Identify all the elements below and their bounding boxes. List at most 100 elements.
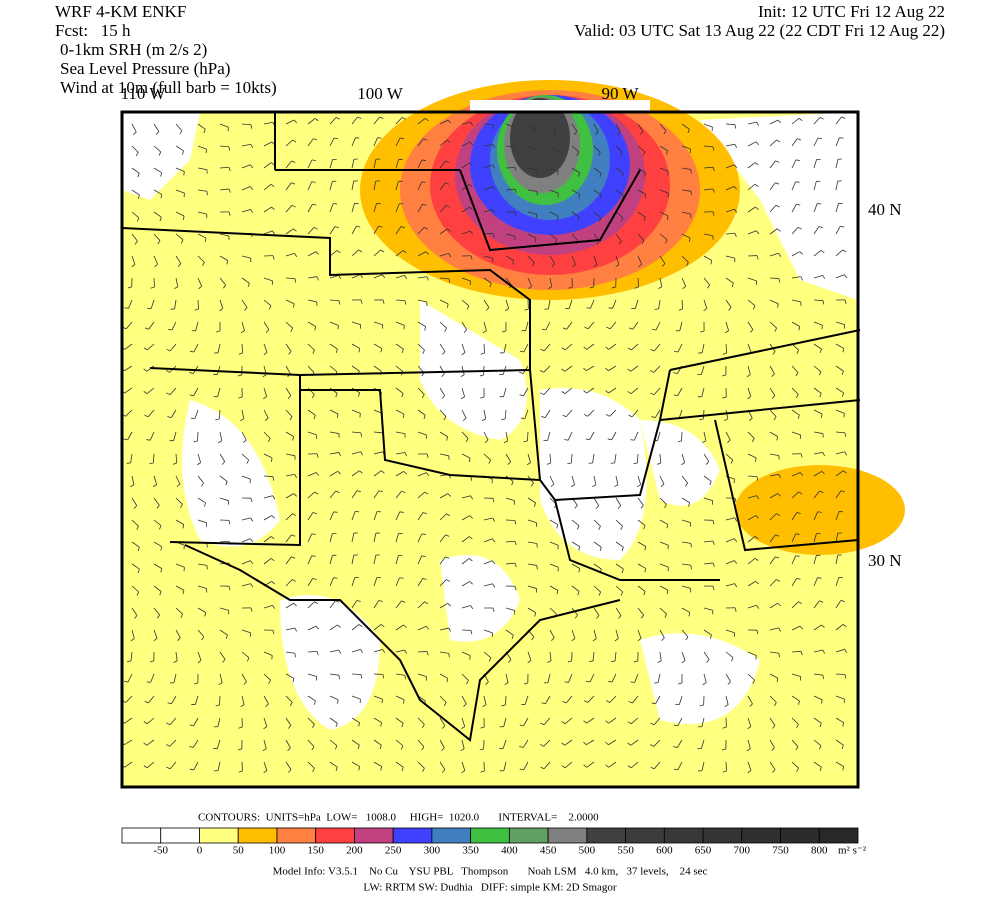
wind-barb-flag <box>733 186 738 190</box>
wind-barb <box>329 250 338 257</box>
wind-barb <box>681 585 691 589</box>
wind-barb <box>192 739 199 748</box>
wind-barb-flag <box>466 305 470 310</box>
wind-barb-flag <box>771 747 775 751</box>
wind-barb <box>813 555 817 565</box>
wind-barb <box>241 673 247 682</box>
wind-barb-flag <box>137 173 140 178</box>
wind-barb <box>373 181 377 191</box>
wind-barb <box>835 490 842 499</box>
wind-barb-flag <box>193 682 198 685</box>
wind-barb <box>329 452 339 455</box>
wind-barb <box>307 365 315 373</box>
wind-barb <box>505 673 509 683</box>
wind-barb <box>307 343 315 351</box>
wind-barb <box>153 233 161 241</box>
wind-barb <box>813 250 822 257</box>
wind-barb-flag <box>404 649 408 654</box>
wind-barb <box>263 230 273 235</box>
wind-barb <box>146 761 155 769</box>
wind-barb-flag <box>709 481 712 486</box>
wind-barb <box>791 409 800 416</box>
wind-barb-flag <box>841 745 844 750</box>
wind-barb <box>483 299 490 308</box>
wind-barb-flag <box>291 204 296 208</box>
wind-barb-flag <box>461 726 465 730</box>
wind-barb-flag <box>173 660 178 663</box>
wind-barb <box>285 365 291 375</box>
wind-barb <box>329 431 339 434</box>
wind-barb <box>197 277 203 287</box>
wind-barb <box>351 490 358 499</box>
wind-barb-flag <box>313 138 318 141</box>
wind-barb <box>395 250 404 257</box>
wind-barb-flag <box>774 702 777 707</box>
wind-barb-flag <box>441 747 445 751</box>
wind-barb-flag <box>628 414 633 418</box>
wind-barb-flag <box>820 250 825 254</box>
wind-barb <box>483 431 489 441</box>
wind-barb-flag <box>222 659 226 663</box>
wind-barb <box>503 761 507 771</box>
wind-barb <box>175 233 184 240</box>
wind-barb-flag <box>586 307 591 309</box>
wind-barb-flag <box>423 415 426 420</box>
wind-barb-flag <box>644 568 647 573</box>
wind-barb <box>439 299 449 305</box>
latitude-label: 40 N <box>868 200 902 219</box>
wind-barb <box>351 409 361 414</box>
wind-barb-flag <box>335 767 338 772</box>
wind-barb <box>637 607 644 616</box>
wind-barb-flag <box>731 657 734 662</box>
wind-barb-flag <box>796 203 801 206</box>
wind-barb-flag <box>335 723 338 728</box>
wind-barb-flag <box>469 515 473 519</box>
wind-barb <box>307 431 317 436</box>
wind-barb-flag <box>338 275 342 279</box>
wind-barb <box>813 649 823 653</box>
wind-barb-flag <box>127 660 132 662</box>
wind-barb <box>657 673 661 683</box>
wind-barb <box>769 365 775 374</box>
wind-barb <box>791 761 799 769</box>
wind-barb-flag <box>819 371 822 376</box>
wind-barb <box>615 189 624 196</box>
wind-barb <box>395 321 405 326</box>
wind-barb <box>263 277 273 282</box>
wind-barb <box>703 475 712 482</box>
wind-barb-flag <box>643 591 646 596</box>
wind-barb <box>614 651 617 661</box>
wind-barb <box>791 673 801 677</box>
wind-barb-flag <box>492 498 495 503</box>
wind-barb <box>769 299 779 305</box>
wind-barb-flag <box>583 346 588 350</box>
wind-barb <box>197 453 202 463</box>
wind-barb <box>329 409 339 415</box>
wind-barb-flag <box>156 504 160 509</box>
wind-barb <box>634 673 639 683</box>
wind-barb <box>703 145 714 148</box>
wind-barb-flag <box>314 601 319 605</box>
wind-barb <box>307 138 314 147</box>
wind-barb <box>373 321 383 326</box>
wind-barb-flag <box>617 505 622 509</box>
wind-barb-flag <box>403 699 405 704</box>
wind-barb <box>747 536 756 543</box>
wind-barb-flag <box>734 164 738 169</box>
wind-barb <box>657 431 661 441</box>
wind-barb <box>637 123 644 132</box>
wind-barb-flag <box>166 766 171 770</box>
wind-barb <box>703 562 713 565</box>
wind-barb-flag <box>315 625 320 630</box>
wind-barb-flag <box>514 167 517 172</box>
colorbar-label: 350 <box>462 845 479 857</box>
wind-barb-flag <box>182 590 185 595</box>
wind-barb-flag <box>519 724 524 727</box>
wind-barb-flag <box>561 347 566 351</box>
wind-barb <box>417 227 425 235</box>
wind-barb-flag <box>378 600 383 602</box>
wind-barb <box>395 471 404 477</box>
wind-barb-flag <box>615 264 620 268</box>
wind-barb-flag <box>177 263 182 267</box>
wind-barb <box>677 387 683 397</box>
